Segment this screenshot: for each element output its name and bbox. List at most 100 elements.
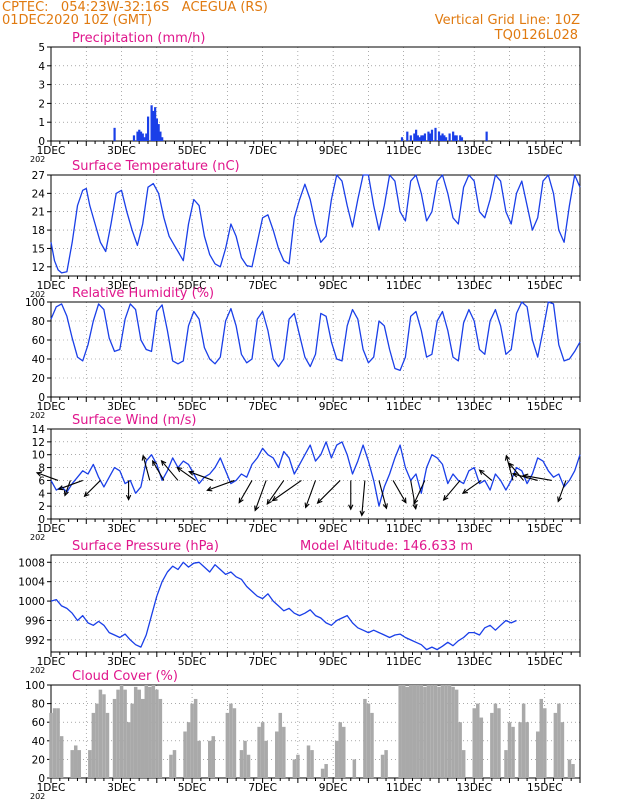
cloud-bar <box>133 686 138 778</box>
cloud-bar <box>560 722 565 778</box>
year-label: 202 <box>30 411 45 420</box>
y-tick-label: 60 <box>32 717 45 729</box>
x-tick-label: 11DEC <box>386 656 421 668</box>
cloud-bar <box>366 703 371 778</box>
precip-bar <box>413 133 416 141</box>
x-tick-label: 11DEC <box>386 523 421 535</box>
y-tick-label: 40 <box>32 736 45 748</box>
cloud-bar <box>324 764 328 778</box>
pressure-panel: 992 996 1000 1004 1008 1DEC 3DEC 5DEC 7DEC 9DEC 11… <box>18 539 581 675</box>
panel-title: Surface Temperature (nC) <box>72 159 240 174</box>
y-tick-label: 18 <box>32 225 45 237</box>
cloud-bar <box>211 736 216 778</box>
cloud-bar <box>419 685 424 778</box>
y-tick-label: 0 <box>38 773 45 785</box>
panel-title: Relative Humidity (%) <box>72 286 214 301</box>
precip-bar <box>437 131 441 141</box>
cloud-bar <box>444 685 448 778</box>
precip-bar <box>430 129 434 141</box>
precip-bar <box>427 131 430 141</box>
cloud-bar <box>98 689 103 778</box>
cloud-bar <box>282 726 286 778</box>
cloud-bar <box>567 759 572 778</box>
wind-arrow <box>254 480 267 512</box>
x-tick-label: 11DEC <box>386 401 421 413</box>
y-tick-label: 0 <box>38 514 45 526</box>
cloud-bar <box>461 750 466 778</box>
y-tick-label: 24 <box>32 188 46 200</box>
humidity-line <box>50 301 581 372</box>
precip-panel: 0 1 2 3 4 5 1DEC 3DEC 5DEC 7DEC 9DEC 11DEC 13DEC 15DE… <box>30 31 581 164</box>
x-tick-label: 11DEC <box>386 280 421 292</box>
precip-bar <box>409 135 412 141</box>
cloud-bar <box>423 686 427 778</box>
cloud-bar <box>479 717 484 778</box>
x-tick-label: 15DEC <box>527 523 562 535</box>
wind-arrow <box>359 480 366 517</box>
cloud-bar <box>553 712 558 778</box>
precip-bar <box>441 133 444 141</box>
cloud-bar <box>401 685 406 778</box>
y-tick-label: 60 <box>32 335 45 347</box>
wind-arrow <box>238 480 253 504</box>
precip-bar <box>132 135 136 141</box>
wind-arrow <box>152 459 165 481</box>
x-tick-label: 13DEC <box>456 401 491 413</box>
x-tick-label: 13DEC <box>456 523 491 535</box>
cloud-bar <box>543 708 547 778</box>
x-tick-label: 7DEC <box>248 782 277 794</box>
y-tick-label: 3 <box>38 80 45 92</box>
plot-frame <box>50 428 581 520</box>
x-tick-label: 1DEC <box>37 145 66 157</box>
wind-arrow <box>461 479 482 495</box>
x-tick-label: 15DEC <box>527 401 562 413</box>
precip-bar <box>453 135 457 141</box>
cloud-bar <box>130 703 134 778</box>
wind-arrow <box>176 466 196 481</box>
x-tick-label: 3DEC <box>107 401 136 413</box>
cloud-bar <box>169 754 173 778</box>
y-tick-label: 80 <box>32 316 45 328</box>
precip-bar <box>400 137 404 141</box>
x-tick-label: 9DEC <box>319 656 348 668</box>
wind-arrow <box>141 454 151 481</box>
precip-bar <box>415 129 418 141</box>
wind-arrow <box>304 480 317 509</box>
wind-arrow <box>478 469 493 481</box>
cloud-bar <box>144 685 149 778</box>
cloud-bar <box>70 750 74 778</box>
x-tick-label: 1DEC <box>37 656 66 668</box>
x-tick-label: 3DEC <box>107 523 136 535</box>
x-tick-label: 5DEC <box>178 145 207 157</box>
cloud-bar <box>112 698 117 778</box>
x-tick-label: 7DEC <box>248 145 277 157</box>
run-date: 01DEC2020 10Z (GMT) <box>2 13 153 28</box>
cloud-bar <box>155 689 159 778</box>
y-tick-label: 100 <box>25 297 45 309</box>
cloud-bar <box>116 689 120 778</box>
cloud-bar <box>310 750 314 778</box>
wind-arrow <box>504 454 514 481</box>
x-tick-label: 1DEC <box>37 523 66 535</box>
cloud-bar <box>458 722 462 778</box>
cloud-bar <box>525 722 529 778</box>
y-tick-label: 1000 <box>18 596 45 608</box>
humidity-panel: 0 20 40 60 80 100 1DEC 3DEC 5DEC 7DEC 9DEC 11DEC 13D… <box>25 286 581 420</box>
plot-frame <box>50 46 581 142</box>
cloud-bar <box>119 685 124 778</box>
cloud-bar <box>430 685 434 778</box>
cloud-bar <box>535 731 540 778</box>
precip-bar <box>146 116 150 141</box>
wind-arrow <box>83 480 101 498</box>
cloud-bar <box>264 740 268 778</box>
y-tick-label: 1 <box>38 117 45 129</box>
cloud-bar <box>493 703 498 778</box>
wind-arrow <box>35 471 59 481</box>
precip-bar <box>459 135 462 141</box>
y-tick-label: 996 <box>25 615 45 627</box>
precip-bar <box>444 137 448 141</box>
precip-bar <box>155 118 158 141</box>
wind-arrow <box>522 473 552 481</box>
x-tick-label: 9DEC <box>319 782 348 794</box>
x-tick-label: 9DEC <box>319 523 348 535</box>
